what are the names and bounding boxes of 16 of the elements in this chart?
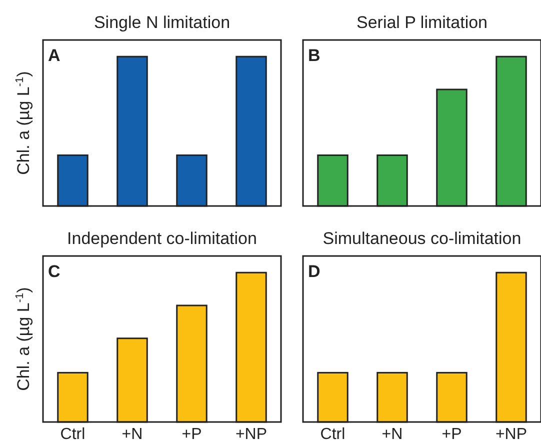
x-tick-label: Ctrl bbox=[320, 426, 346, 443]
x-tick-label: +N bbox=[382, 426, 403, 443]
annotation: B bbox=[308, 46, 320, 65]
x-tick-label: +NP bbox=[235, 426, 268, 443]
x-tick-label: Ctrl bbox=[60, 426, 86, 443]
x-tick-label: +P bbox=[442, 426, 462, 443]
x-tick-label: +P bbox=[182, 426, 202, 443]
annotation: D bbox=[308, 262, 320, 281]
x-tick-label: +NP bbox=[495, 426, 528, 443]
chart-title: Simultaneous co-limitation bbox=[322, 229, 522, 248]
chart-title: Single N limitation bbox=[94, 13, 230, 32]
chart-title: Serial P limitation bbox=[356, 13, 488, 32]
x-tick-label: +N bbox=[122, 426, 143, 443]
annotation: A bbox=[48, 46, 60, 65]
annotation: C bbox=[48, 262, 60, 281]
chart-title: Independent co-limitation bbox=[67, 229, 257, 248]
